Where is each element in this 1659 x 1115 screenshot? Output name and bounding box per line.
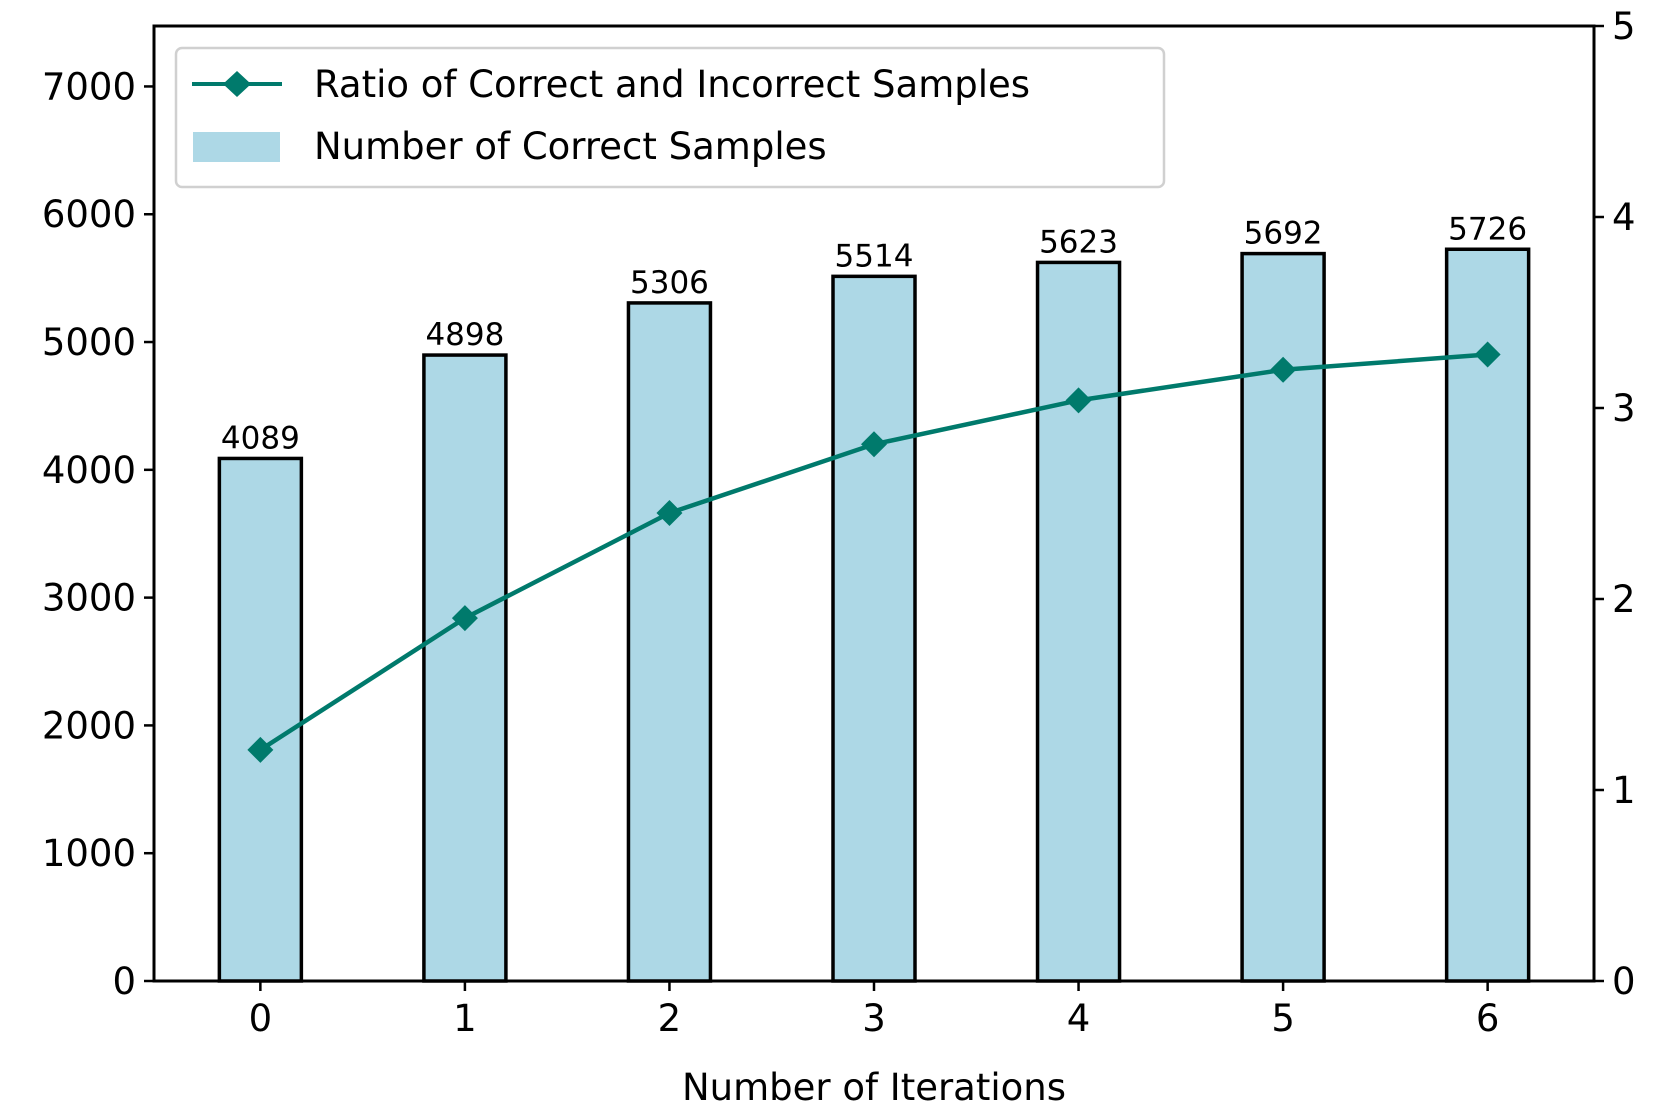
ratio-point-3 bbox=[861, 431, 887, 458]
bar-label-2: 5306 bbox=[630, 265, 709, 301]
ratio-point-5 bbox=[1270, 356, 1297, 383]
y-tick-label-3: 3000 bbox=[42, 577, 136, 620]
legend-label-ratio: Ratio of Correct and Incorrect Samples bbox=[314, 63, 1030, 106]
y-tick-label-7: 7000 bbox=[42, 65, 136, 108]
y-tick-label-1: 1000 bbox=[42, 832, 136, 875]
bar-label-6: 5726 bbox=[1448, 211, 1527, 247]
x-tick-label-4: 4 bbox=[1067, 997, 1091, 1040]
bar-6 bbox=[1444, 247, 1531, 983]
y-tick-label-5: 5000 bbox=[42, 321, 136, 364]
x-tick-label-2: 2 bbox=[658, 997, 682, 1040]
ratio-point-2 bbox=[656, 500, 683, 527]
y-right-tick-label-5: 5 bbox=[1612, 5, 1636, 48]
x-axis-label: Number of Iterations bbox=[682, 1066, 1066, 1109]
bar-4 bbox=[1035, 260, 1122, 983]
y-right-tick-label-1: 1 bbox=[1612, 769, 1636, 812]
y-right-tick-label-0: 0 bbox=[1612, 960, 1636, 1003]
x-tick-label-6: 6 bbox=[1476, 997, 1500, 1040]
ratio-point-0 bbox=[247, 736, 274, 763]
bar-0 bbox=[217, 456, 304, 983]
bar-label-0: 4089 bbox=[221, 420, 300, 456]
ratio-point-1 bbox=[451, 605, 478, 632]
y-tick-label-6: 6000 bbox=[42, 193, 136, 236]
bar-1 bbox=[422, 353, 508, 983]
y-right-tick-label-2: 2 bbox=[1612, 578, 1636, 621]
bar-2 bbox=[626, 301, 713, 983]
legend-frame bbox=[174, 46, 1166, 189]
bar-3 bbox=[831, 274, 917, 983]
legend-diamond-marker-icon bbox=[223, 71, 251, 97]
ratio-point-4 bbox=[1065, 387, 1092, 414]
x-tick-label-3: 3 bbox=[862, 997, 886, 1040]
bar-label-1: 4898 bbox=[425, 317, 504, 353]
legend-label-count: Number of Correct Samples bbox=[314, 125, 827, 168]
bar-label-5: 5692 bbox=[1244, 216, 1323, 252]
y-tick-label-4: 4000 bbox=[42, 449, 136, 492]
x-tick-label-0: 0 bbox=[249, 997, 273, 1040]
x-tick-label-5: 5 bbox=[1271, 997, 1295, 1040]
y-tick-label-2: 2000 bbox=[42, 704, 136, 747]
y-right-tick-label-4: 4 bbox=[1612, 196, 1636, 239]
y-tick-label-0: 0 bbox=[112, 960, 136, 1003]
legend-bar-swatch bbox=[193, 132, 280, 162]
bar-label-4: 5623 bbox=[1039, 224, 1118, 260]
legend: Ratio of Correct and Incorrect Samples N… bbox=[174, 46, 1166, 189]
bar-label-3: 5514 bbox=[835, 238, 914, 274]
ratio-point-6 bbox=[1474, 341, 1501, 368]
y-right-tick-label-3: 3 bbox=[1612, 387, 1636, 430]
x-tick-label-1: 1 bbox=[453, 997, 477, 1040]
